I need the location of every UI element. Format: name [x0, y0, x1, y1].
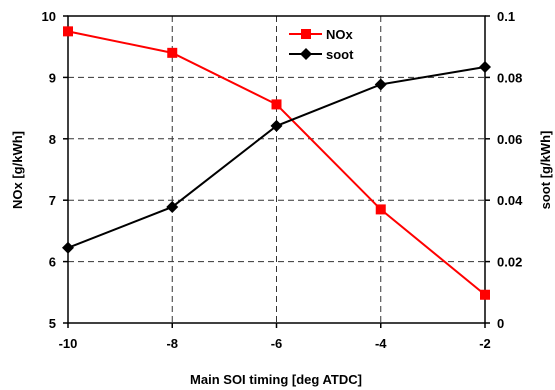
tick-labels: -10 -8 -6 -4 -2 5 6 7 8 9 10 0 0.02 0.04 0.06 0.08 0.1	[42, 9, 524, 351]
y-right-tick-label: 0.08	[497, 70, 522, 85]
legend-soot-marker	[300, 48, 312, 60]
x-axis-label: Main SOI timing [deg ATDC]	[190, 372, 362, 387]
y-left-tick-label: 10	[42, 9, 56, 24]
y-left-tick-label: 9	[49, 70, 56, 85]
x-tick-label: -4	[375, 336, 387, 351]
grid-lines	[68, 16, 485, 323]
y-right-tick-label: 0.06	[497, 132, 522, 147]
axis-ticks	[63, 15, 490, 328]
x-tick-label: -8	[166, 336, 178, 351]
legend: NOx soot	[289, 27, 354, 62]
nox-data-point	[167, 47, 178, 58]
nox-data-point	[480, 289, 490, 300]
legend-soot-label: soot	[326, 47, 354, 62]
soot-data-point	[270, 119, 283, 132]
soot-data-point	[479, 60, 491, 73]
y-axis-right-label: soot [g/kWh]	[538, 131, 553, 210]
y-right-tick-label: 0.04	[497, 193, 523, 208]
y-left-tick-label: 5	[49, 316, 56, 331]
y-right-tick-label: 0.02	[497, 255, 522, 270]
soot-data-point	[166, 200, 179, 213]
legend-nox-label: NOx	[326, 27, 354, 42]
soot-data-point	[374, 78, 387, 91]
series-markers	[62, 26, 491, 300]
y-left-tick-label: 8	[49, 132, 56, 147]
x-tick-label: -2	[479, 336, 491, 351]
soot-data-point	[62, 241, 74, 254]
nox-data-point	[375, 204, 386, 215]
nox-data-point	[271, 99, 282, 110]
y-axis-left-label: NOx [g/kWh]	[10, 131, 25, 209]
y-left-tick-label: 6	[49, 255, 56, 270]
nox-data-point	[63, 26, 73, 37]
x-tick-label: -10	[59, 336, 78, 351]
y-left-tick-label: 7	[49, 193, 56, 208]
x-tick-label: -6	[271, 336, 283, 351]
y-right-tick-label: 0.1	[497, 9, 515, 24]
y-right-tick-label: 0	[497, 316, 504, 331]
legend-nox-marker	[301, 29, 311, 39]
